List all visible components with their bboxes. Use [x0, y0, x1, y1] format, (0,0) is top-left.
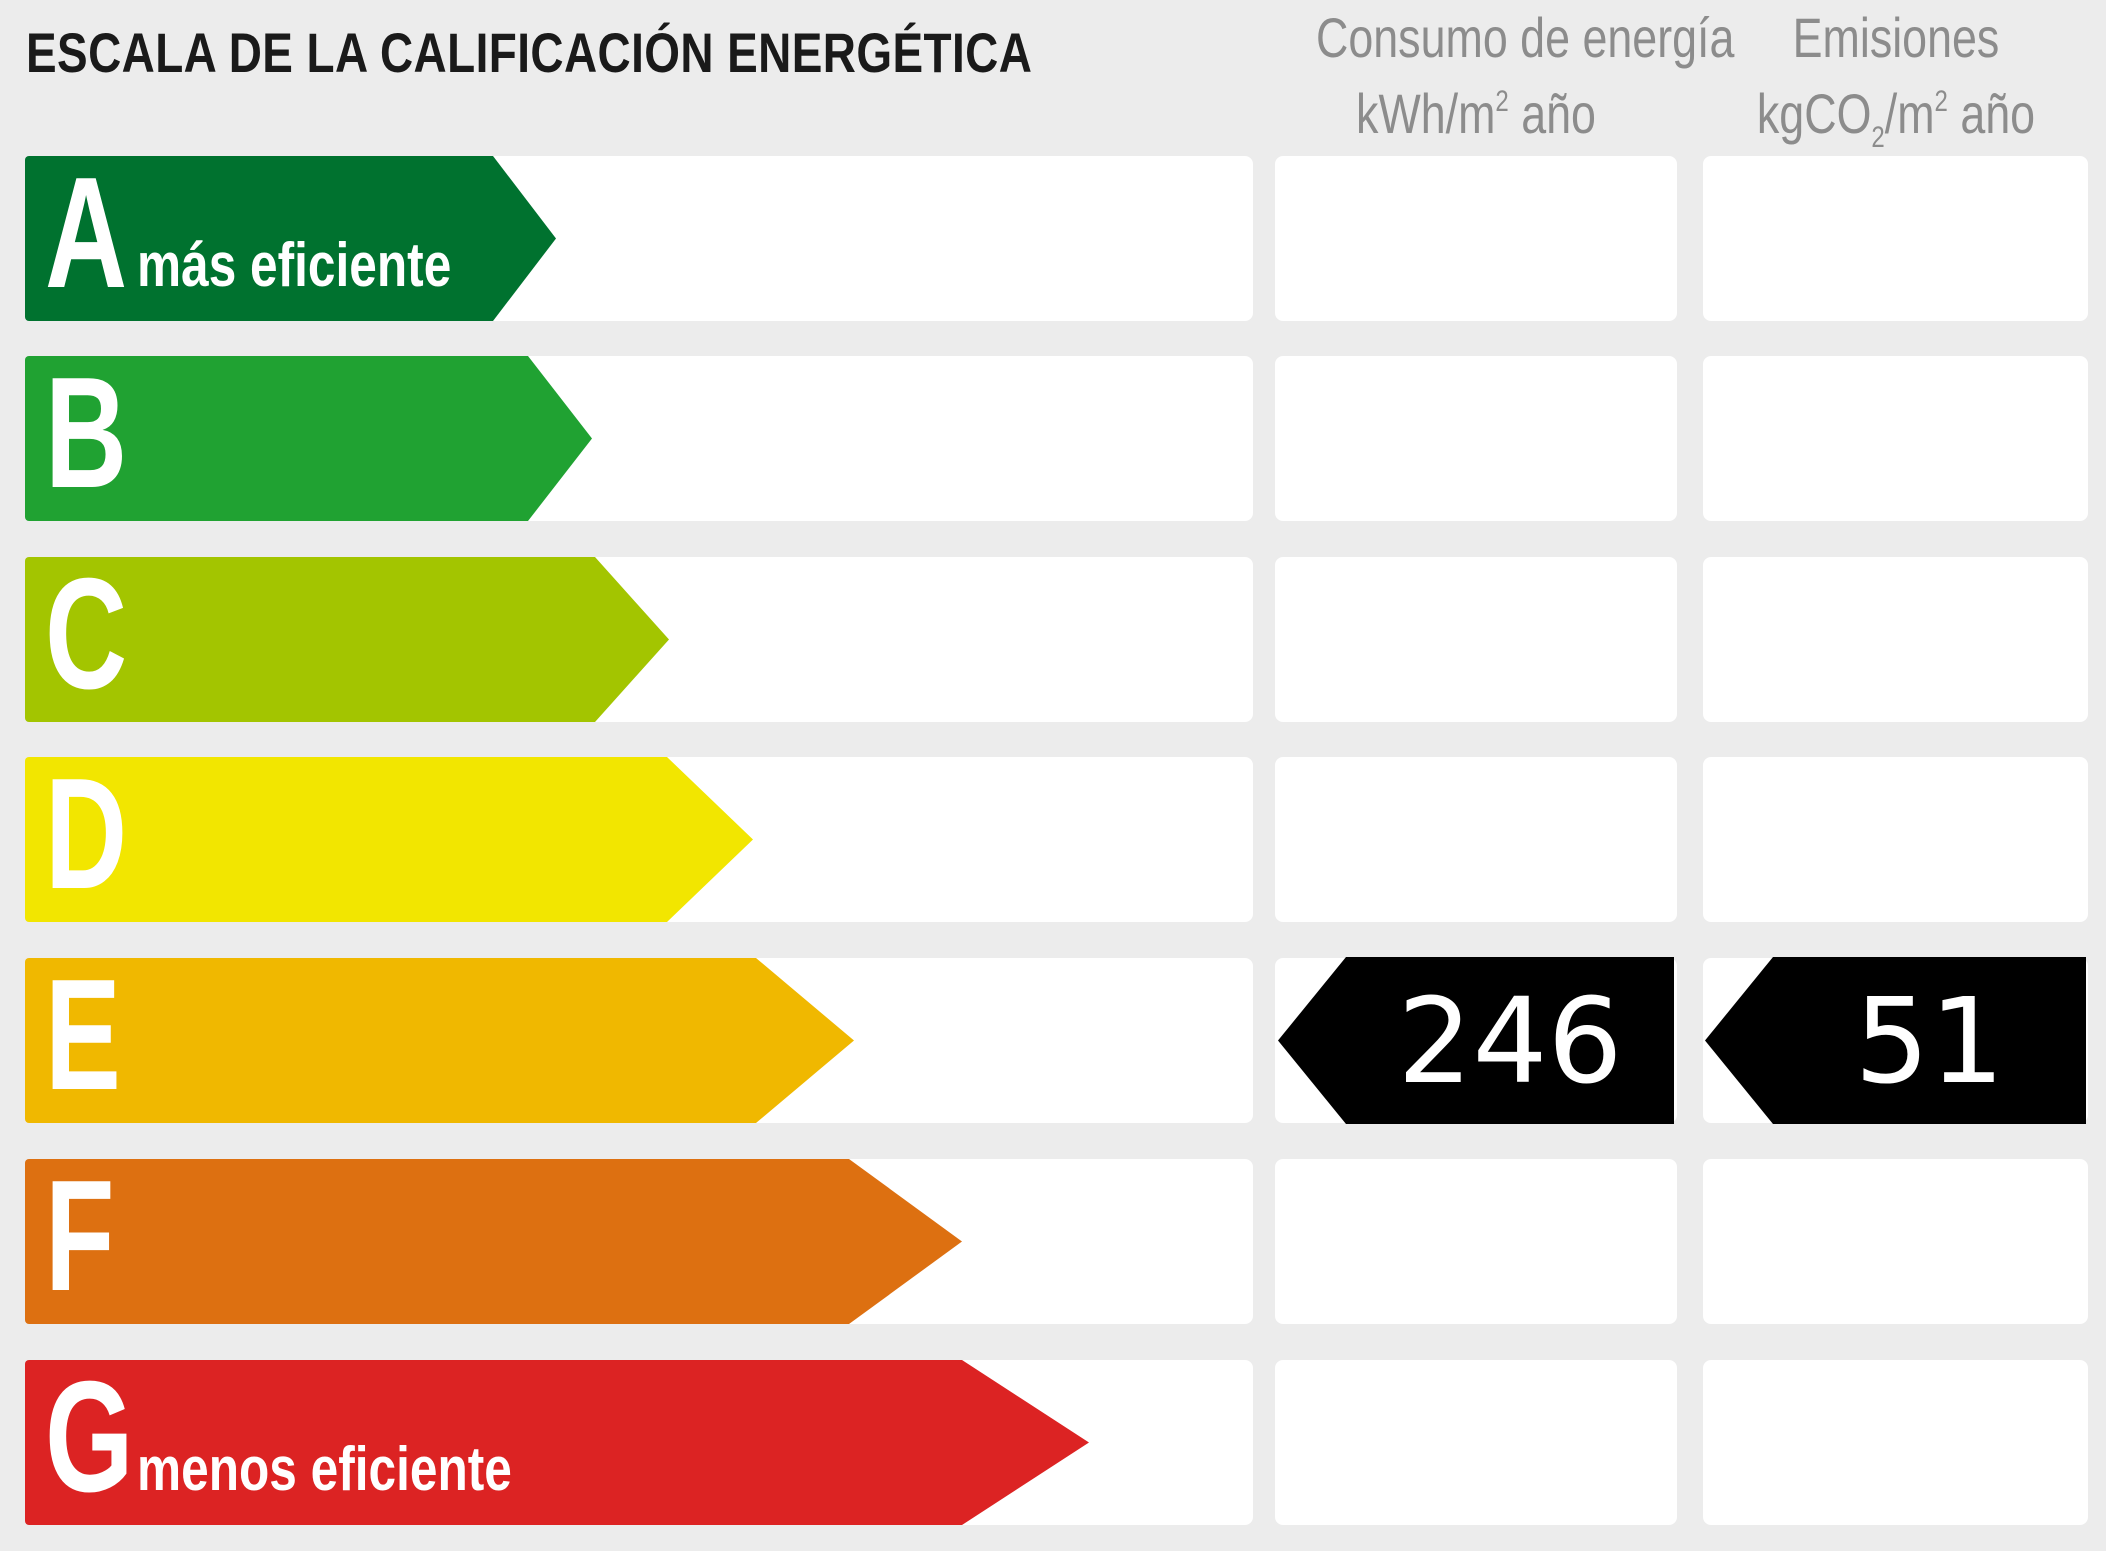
class-letter: A	[45, 145, 128, 321]
emissions-cell	[1703, 757, 2088, 922]
energy-value: 246	[1397, 971, 1623, 1110]
class-arrow-b: B	[25, 356, 592, 521]
energy-header-line1: Consumo de energía	[1316, 6, 1735, 69]
energy-cell	[1275, 557, 1677, 722]
class-letter: F	[45, 1148, 115, 1324]
energy-cell	[1275, 1360, 1677, 1525]
class-letter: C	[45, 546, 128, 722]
emissions-cell	[1703, 356, 2088, 521]
class-arrow-d: D	[25, 757, 753, 922]
energy-cell	[1275, 757, 1677, 922]
energy-cell	[1275, 356, 1677, 521]
energy-column-header: Consumo de energía kWh/m2 año	[1316, 6, 1735, 146]
emissions-cell	[1703, 1159, 2088, 1324]
class-letter: G	[45, 1349, 134, 1525]
emissions-value: 51	[1854, 971, 2005, 1110]
page-title: ESCALA DE LA CALIFICACIÓN ENERGÉTICA	[26, 21, 1033, 84]
class-arrow-f: F	[25, 1159, 962, 1324]
energy-rating-indicator: 246	[1278, 957, 1674, 1124]
class-label: menos eficiente	[137, 1435, 512, 1504]
energy-header-unit: kWh/m2 año	[1356, 82, 1596, 145]
emissions-cell	[1703, 1360, 2088, 1525]
emissions-cell	[1703, 557, 2088, 722]
emissions-cell	[1703, 156, 2088, 321]
class-letter: B	[45, 345, 128, 521]
energy-cell	[1275, 1159, 1677, 1324]
class-arrow-e: E	[25, 958, 854, 1123]
class-letter: D	[45, 746, 128, 922]
class-label: más eficiente	[137, 231, 452, 300]
emissions-header-unit: kgCO2/m2 año	[1756, 82, 2036, 154]
emissions-header-line1: Emisiones	[1792, 6, 2000, 69]
class-arrow-c: C	[25, 557, 669, 722]
class-letter: E	[45, 947, 121, 1123]
energy-cell	[1275, 156, 1677, 321]
emissions-column-header: Emisiones kgCO2/m2 año	[1742, 6, 2051, 170]
emissions-rating-indicator: 51	[1705, 957, 2086, 1124]
